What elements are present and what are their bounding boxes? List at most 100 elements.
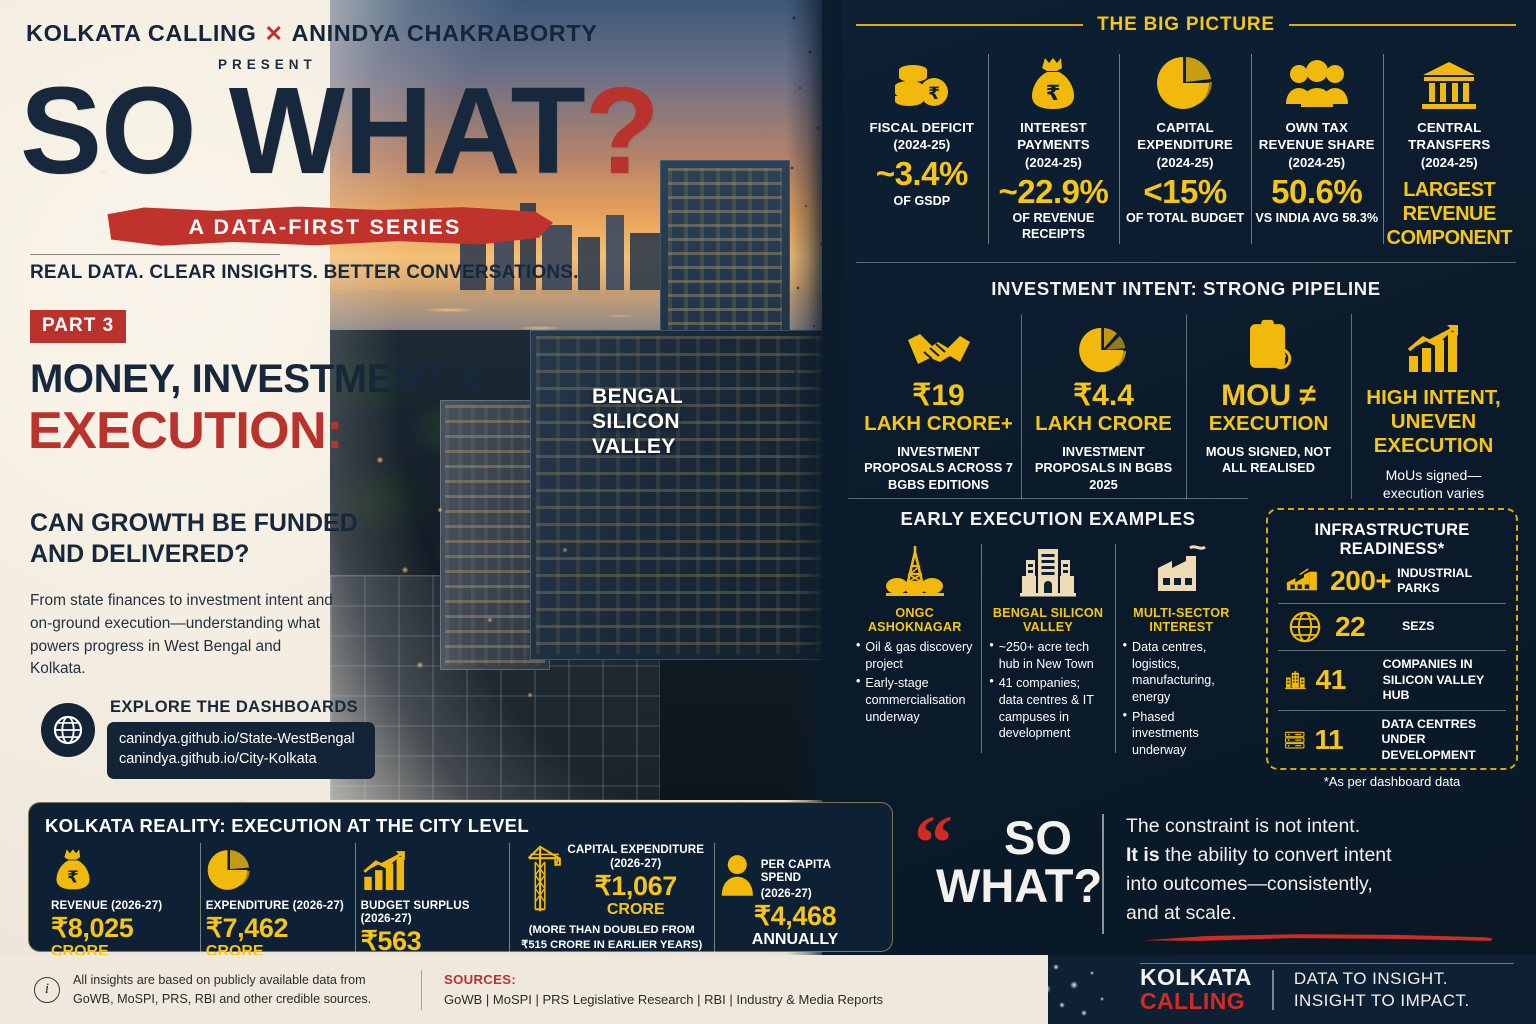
svg-text:₹: ₹ [1046,81,1061,105]
section-divider-1 [856,262,1516,263]
stat-label: OWN TAX REVENUE SHARE [1258,120,1375,153]
section-divider-2 [848,498,1248,499]
quote-line-2-bold: It is [1126,843,1160,866]
handshake-icon [862,312,1015,374]
early-execution-title: EARLY EXECUTION EXAMPLES [900,508,1196,529]
footer-top-rule [1140,963,1514,964]
stat-foot: OF TOTAL BUDGET [1125,211,1245,226]
list-item: • Phased investments underway [1122,707,1240,759]
city-stat-value: ₹563 [360,926,422,956]
kolkata-reality-title: KOLKATA REALITY: EXECUTION AT THE CITY L… [45,815,529,836]
stat-investment-proposals-total: ₹19 LAKH CRORE+ INVESTMENT PROPOSALS ACR… [856,312,1021,503]
stat-value: ~3.4% [875,155,968,193]
example-ongc-ashoknagar: ONGC ASHOKNAGAR • Oil & gas discovery pro… [848,540,981,761]
infra-text: COMPANIES IN SILICON VALLEY HUB [1382,657,1485,702]
stat-period: (2024-25) [1288,154,1346,170]
pie-chart-icon [206,841,349,893]
infra-row-industrial-parks: 200+ INDUSTRIAL PARKS [1278,559,1506,603]
street-lights [350,430,650,730]
city-skyline-photo: BENGAL SILICON VALLEY [330,0,860,800]
footer-note: All insights are based on publicly avail… [73,973,372,1006]
early-execution-grid: ONGC ASHOKNAGAR • Oil & gas discovery pro… [848,540,1248,761]
stat-value: 50.6% [1271,172,1363,210]
infrastructure-title: INFRASTRUCTURE READINESS* [1314,521,1470,558]
people-group-icon [1255,50,1379,112]
building-sign-text: BENGAL SILICON VALLEY [592,385,683,458]
footer-divider [421,969,422,1010]
city-stat-label: REVENUE (2026-27) [51,899,163,912]
stat-foot: MoUs signed—execution varies [1382,466,1485,502]
present-label: PRESENT [218,57,317,72]
title-rule-left [856,24,1084,26]
stat-label: CENTRAL TRANSFERS [1408,120,1491,153]
pie-chart-icon [1123,50,1247,112]
bullet-dot: • [989,638,994,652]
brand-tagline-2: INSIGHT TO IMPACT. [1293,990,1470,1010]
infra-number: 41 [1315,664,1347,696]
quote-text: The constraint is not intent. It is the … [1126,812,1512,952]
infra-number: 22 [1335,611,1366,642]
infra-text: DATA CENTRES UNDER DEVELOPMENT [1381,716,1477,762]
so-word: SO [1004,811,1072,864]
svg-text:₹: ₹ [928,84,940,104]
city-stat-unit: ANNUALLY [751,930,839,948]
city-stat-label: BUDGET SURPLUS (2026-27) [360,899,470,925]
stat-period: (2024-25) [893,137,951,153]
stat-label: INTEREST PAYMENTS [1017,120,1090,153]
dashboard-urls[interactable]: canindya.github.io/State-WestBengal cani… [107,722,375,779]
stat-period: (2024-25) [1420,154,1478,170]
globe-icon [53,715,83,745]
city-stat-unit: CRORE [606,900,665,918]
brand-wordmark: KOLKATA CALLING [1140,965,1252,1013]
city-stat-revenue: ₹ REVENUE (2026-27) ₹8,025 CRORE [45,841,200,973]
example-bullets: • Data centres, logistics, manufacturing,… [1122,638,1240,759]
bullet-text: 41 companies; data centres & IT campuses… [998,676,1094,741]
stat-foot: OF REVENUE RECEIPTS [1012,211,1095,241]
oil-rig-icon [856,540,973,598]
city-stat-expenditure: EXPENDITURE (2026-27) ₹7,462 CRORE [199,841,355,973]
example-bullets: • Oil & gas discovery project • Early-stag… [856,638,973,725]
footer-sources: SOURCES: GoWB | MoSPI | PRS Legislative … [444,972,883,1007]
stat-foot: OF GSDP [893,193,951,208]
crane-icon [528,845,562,912]
hero-body-copy: From state finances to investment intent… [30,592,333,678]
globe-icon [1289,611,1321,643]
city-stat-period: (2026-27) [760,887,812,900]
infra-text: INDUSTRIAL PARKS [1397,565,1472,596]
hero-headline-line1: MONEY, INVESTMENT & [30,357,485,401]
bullet-text: ~250+ acre tech hub in New Town [998,640,1094,671]
coins-rupee-icon: ₹ [860,50,984,112]
stat-central-transfers: CENTRAL TRANSFERS (2024-25) LARGEST REVE… [1382,50,1517,250]
stat-value: LARGEST REVENUE COMPONENT [1386,178,1513,249]
stat-value: MOU ≠ [1221,379,1316,412]
pie-chart-icon [1027,312,1180,374]
money-bag-rupee-icon: ₹ [992,50,1116,112]
infra-row-data-centres: 11 DATA CENTRES UNDER DEVELOPMENT [1278,709,1506,770]
divider-rule [30,254,280,255]
tagline: REAL DATA. CLEAR INSIGHTS. BETTER CONVER… [30,262,579,283]
title-main-text: SO WHAT [20,63,586,200]
infrastructure-readiness-box: INFRASTRUCTURE READINESS* 200+ INDUSTRIA… [1266,508,1518,789]
stat-foot: INVESTMENT PROPOSALS ACROSS 7 BGBS EDITI… [864,443,1013,493]
city-stat-value: ₹8,025 [51,913,134,943]
server-rack-icon [1284,731,1305,749]
quote-line-2: It is the ability to convert intent [1126,841,1512,870]
city-stat-note: (MORE THAN DOUBLED FROM ₹515 CRORE IN EA… [521,924,703,951]
sources-list: GoWB | MoSPI | PRS Legislative Research … [444,992,884,1007]
city-stat-value: ₹4,468 [753,901,837,931]
part-badge: PART 3 [30,310,127,343]
kolkata-reality-panel: KOLKATA REALITY: EXECUTION AT THE CITY L… [28,802,893,973]
dashboard-url-city[interactable]: canindya.github.io/City-Kolkata [119,751,317,768]
kolkata-reality-grid: ₹ REVENUE (2026-27) ₹8,025 CRORE EXPENDI… [45,841,876,973]
stat-capital-expenditure: CAPITAL EXPENDITURE (2024-25) <15% OF TO… [1119,50,1251,250]
investment-intent-section: INVESTMENT INTENT: STRONG PIPELINE ₹19 L… [856,278,1516,503]
stat-fiscal-deficit: ₹ FISCAL DEFICIT (2024-25) ~3.4% OF GSDP [856,50,988,250]
big-picture-section: THE BIG PICTURE ₹ FISCAL DEFICIT [856,14,1517,250]
dashboard-url-state[interactable]: canindya.github.io/State-WestBengal [119,731,355,747]
so-what-wordmark: “ SO WHAT? [912,799,1102,952]
example-bullets: • ~250+ acre tech hub in New Town • 41 com… [989,638,1106,742]
bullet-dot: • [1122,707,1128,722]
quote-mark-icon: “ [914,799,953,886]
page-title: SO WHAT? [20,70,660,193]
cross-icon: ✕ [264,21,284,46]
